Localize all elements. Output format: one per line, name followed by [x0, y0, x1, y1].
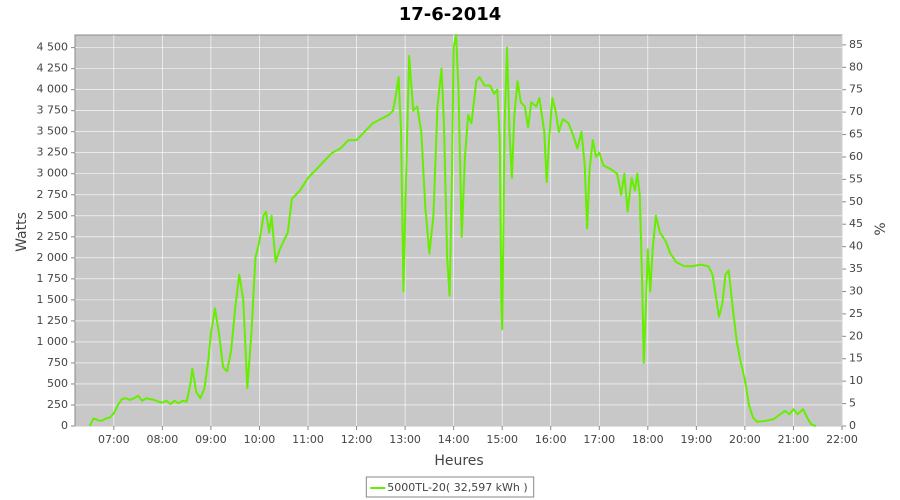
y2-tick-label: 45 [849, 217, 863, 230]
x-tick-label: 15:00 [486, 433, 518, 446]
x-tick-label: 17:00 [583, 433, 615, 446]
y2-tick-label: 75 [849, 83, 863, 96]
x-tick-label: 19:00 [681, 433, 713, 446]
y2-tick-label: 85 [849, 38, 863, 51]
y-tick-label: 2 250 [37, 230, 69, 243]
legend-box [365, 476, 535, 498]
y2-tick-label: 70 [849, 105, 863, 118]
y2-tick-label: 60 [849, 150, 863, 163]
y-tick-label: 3 250 [37, 146, 69, 159]
x-tick-label: 09:00 [195, 433, 227, 446]
y-tick-label: 1 500 [37, 293, 69, 306]
y2-tick-label: 40 [849, 240, 863, 253]
x-tick-label: 12:00 [341, 433, 373, 446]
x-axis-title: Heures [434, 453, 483, 469]
x-tick-label: 08:00 [147, 433, 179, 446]
y2-tick-label: 80 [849, 60, 863, 73]
y-tick-label: 4 500 [37, 41, 69, 54]
x-tick-label: 21:00 [778, 433, 810, 446]
y2-tick-label: 15 [849, 352, 863, 365]
y-tick-label: 4 250 [37, 62, 69, 75]
y2-axis-title: % [873, 222, 889, 235]
y2-tick-label: 5 [849, 397, 856, 410]
x-tick-label: 16:00 [535, 433, 567, 446]
x-tick-label: 07:00 [98, 433, 130, 446]
x-tick-label: 20:00 [729, 433, 761, 446]
y-tick-label: 4 000 [37, 83, 69, 96]
legend: 5000TL-20( 32,597 kWh ) [365, 476, 535, 498]
y2-tick-label: 10 [849, 374, 863, 387]
x-tick-label: 18:00 [632, 433, 664, 446]
y-tick-label: 1 750 [37, 272, 69, 285]
y-tick-label: 750 [47, 356, 68, 369]
y2-tick-label: 20 [849, 329, 863, 342]
y2-tick-label: 55 [849, 172, 863, 185]
x-tick-label: 14:00 [438, 433, 470, 446]
legend-label: 5000TL-20( 32,597 kWh ) [387, 481, 527, 494]
y2-tick-label: 0 [849, 419, 856, 432]
x-tick-label: 13:00 [389, 433, 421, 446]
y2-tick-label: 30 [849, 284, 863, 297]
x-tick-label: 11:00 [292, 433, 324, 446]
y-axis-title: Watts [14, 212, 30, 252]
y-tick-label: 3 750 [37, 104, 69, 117]
y-tick-label: 500 [47, 377, 68, 390]
y2-tick-label: 25 [849, 307, 863, 320]
y-tick-label: 0 [61, 419, 68, 432]
data-line [88, 34, 817, 427]
y-tick-label: 1 000 [37, 335, 69, 348]
y2-tick-label: 50 [849, 195, 863, 208]
y-tick-label: 250 [47, 398, 68, 411]
y-tick-label: 3 500 [37, 125, 69, 138]
y-tick-label: 2 750 [37, 188, 69, 201]
y-tick-label: 1 250 [37, 314, 69, 327]
y-tick-label: 2 500 [37, 209, 69, 222]
x-tick-label: 22:00 [826, 433, 858, 446]
y-tick-label: 3 000 [37, 167, 69, 180]
y2-tick-label: 35 [849, 262, 863, 275]
x-tick-label: 10:00 [244, 433, 276, 446]
chart-title: 17-6-2014 [399, 4, 502, 25]
y2-tick-label: 65 [849, 128, 863, 141]
y-tick-label: 2 000 [37, 251, 69, 264]
